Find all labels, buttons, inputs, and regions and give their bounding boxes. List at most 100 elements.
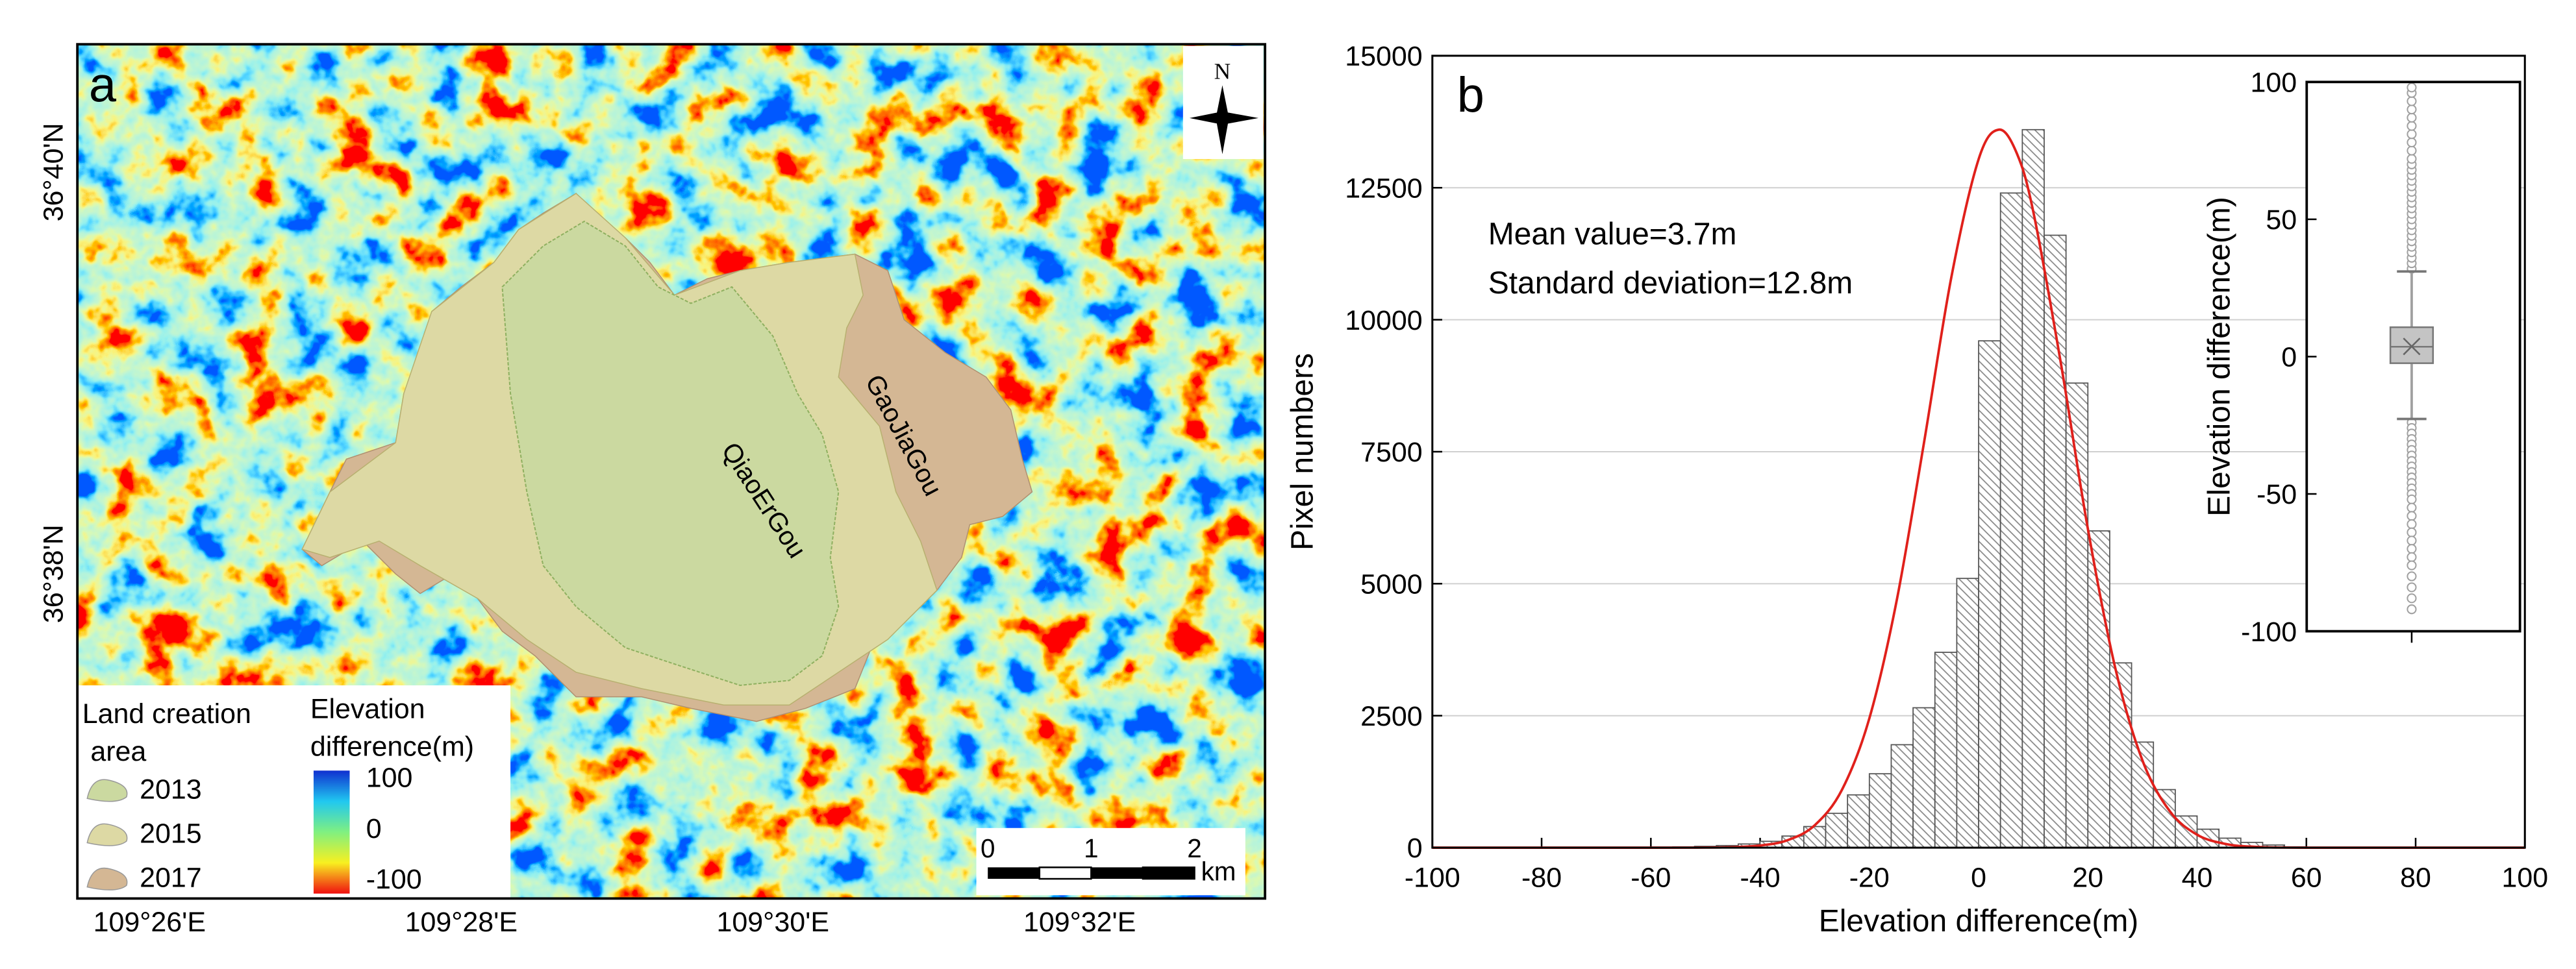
- outlier: [2407, 544, 2417, 554]
- bar: [1868, 773, 1892, 848]
- bar: [1978, 340, 2001, 848]
- plot-frame: [1431, 55, 2526, 849]
- lon-label: 109°30'E: [717, 907, 829, 938]
- outlier: [2407, 552, 2417, 562]
- outlier: [2407, 145, 2417, 156]
- mean-marker: [2403, 337, 2421, 356]
- colorbar-label: 100: [366, 763, 413, 794]
- bar: [1890, 744, 1914, 848]
- outlier: [2407, 571, 2417, 582]
- bar: [1825, 813, 1849, 848]
- y-tick-label: 50: [2266, 204, 2297, 236]
- y-tick-label: -50: [2257, 479, 2297, 510]
- legend-swatch: [86, 823, 128, 846]
- outlier: [2407, 82, 2417, 93]
- scale-label: 2: [1187, 833, 1201, 863]
- legend-label: 2015: [140, 818, 202, 849]
- y-tick-label: -100: [2241, 617, 2297, 648]
- scale-segment: [1038, 866, 1092, 880]
- outlier: [2407, 593, 2417, 604]
- inset-frame: [2305, 80, 2521, 633]
- colorbar: [313, 770, 350, 894]
- scale-segment: [988, 867, 1040, 879]
- scale-box: [976, 828, 1245, 896]
- y-tick-label: 0: [2281, 342, 2297, 373]
- colorbar-title: Elevation: [310, 693, 425, 724]
- lon-label: 109°28'E: [405, 907, 518, 938]
- annotation: Mean value=3.7m: [1488, 217, 1737, 251]
- legend-swatch: [86, 867, 128, 890]
- legend-title: Land creation: [82, 698, 251, 730]
- outlier: [2407, 112, 2417, 123]
- lon-label: 109°32'E: [1023, 907, 1136, 938]
- x-tick-label: -100: [1405, 863, 1460, 894]
- bar: [1934, 652, 1958, 848]
- outlier: [2407, 535, 2417, 546]
- legend-title: area: [90, 736, 146, 767]
- outlier: [2407, 519, 2417, 530]
- x-tick-label: -20: [1849, 863, 1890, 894]
- scale-label: 1: [1084, 833, 1098, 863]
- y-tick-label: 15000: [1345, 41, 1422, 72]
- outlier: [2407, 582, 2417, 593]
- outlier: [2407, 104, 2417, 115]
- box: [2389, 326, 2434, 364]
- outlier: [2407, 494, 2417, 505]
- y-tick-label: 10000: [1345, 305, 1422, 336]
- colorbar-title: difference(m): [310, 731, 474, 763]
- x-tick-label: 0: [1971, 863, 1986, 894]
- legend-label: 2013: [140, 774, 202, 805]
- y-axis-label: Elevation difference(m): [2203, 197, 2237, 517]
- x-tick-label: 20: [2072, 863, 2103, 894]
- bar: [2087, 530, 2110, 848]
- outlier: [2407, 137, 2417, 147]
- y-tick-label: 12500: [1345, 173, 1422, 204]
- scale-segment: [1142, 866, 1195, 880]
- outlier: [2407, 129, 2417, 140]
- panel-label: a: [89, 58, 117, 113]
- colorbar-label: -100: [366, 864, 422, 895]
- x-tick-label: 60: [2291, 863, 2322, 894]
- north-arrow: [1189, 85, 1259, 154]
- bar: [2021, 129, 2045, 848]
- lat-label: 36°38'N: [38, 524, 69, 623]
- colorbar-label: 0: [366, 813, 382, 844]
- outlier: [2407, 154, 2417, 164]
- bar: [2065, 382, 2089, 848]
- scale-segment: [1091, 867, 1143, 879]
- annotation: Standard deviation=12.8m: [1488, 266, 1853, 301]
- lat-label: 36°40'N: [38, 123, 69, 221]
- normal-curve: [1432, 128, 2525, 849]
- bar: [1847, 794, 1870, 848]
- bar: [2153, 789, 2176, 848]
- legend-label: 2017: [140, 863, 202, 894]
- x-axis-label: Elevation difference(m): [1819, 904, 2139, 938]
- y-tick-label: 100: [2250, 67, 2297, 98]
- outlier: [2407, 502, 2417, 513]
- outlier: [2407, 604, 2417, 615]
- scale-label: 0: [981, 833, 995, 863]
- map-frame: [76, 43, 1267, 900]
- y-tick-label: 2500: [1360, 701, 1423, 732]
- x-tick-label: -80: [1521, 863, 1562, 894]
- outlier: [2407, 527, 2417, 537]
- outlier: [2407, 511, 2417, 521]
- bar: [2044, 234, 2067, 848]
- outlier: [2407, 121, 2417, 131]
- north-label: N: [1214, 58, 1231, 84]
- boxplot-inset: -100 -50 0 50 100 Elevation difference(m): [2203, 67, 2521, 648]
- y-tick-label: 7500: [1360, 437, 1423, 468]
- scale-unit: km: [1201, 857, 1236, 887]
- panel-label: b: [1457, 67, 1484, 123]
- x-tick-label: 100: [2501, 863, 2548, 894]
- x-tick-label: -60: [1631, 863, 1671, 894]
- legend-swatch: [86, 779, 128, 802]
- map-panel: QiaoErGou GaoJiaGou a N Land creation ar…: [38, 43, 1267, 938]
- x-tick-label: 80: [2400, 863, 2431, 894]
- x-tick-label: -40: [1740, 863, 1781, 894]
- lon-label: 109°26'E: [94, 907, 206, 938]
- outlier: [2407, 560, 2417, 570]
- y-axis-label: Pixel numbers: [1285, 353, 1319, 550]
- legend-box: [77, 685, 511, 899]
